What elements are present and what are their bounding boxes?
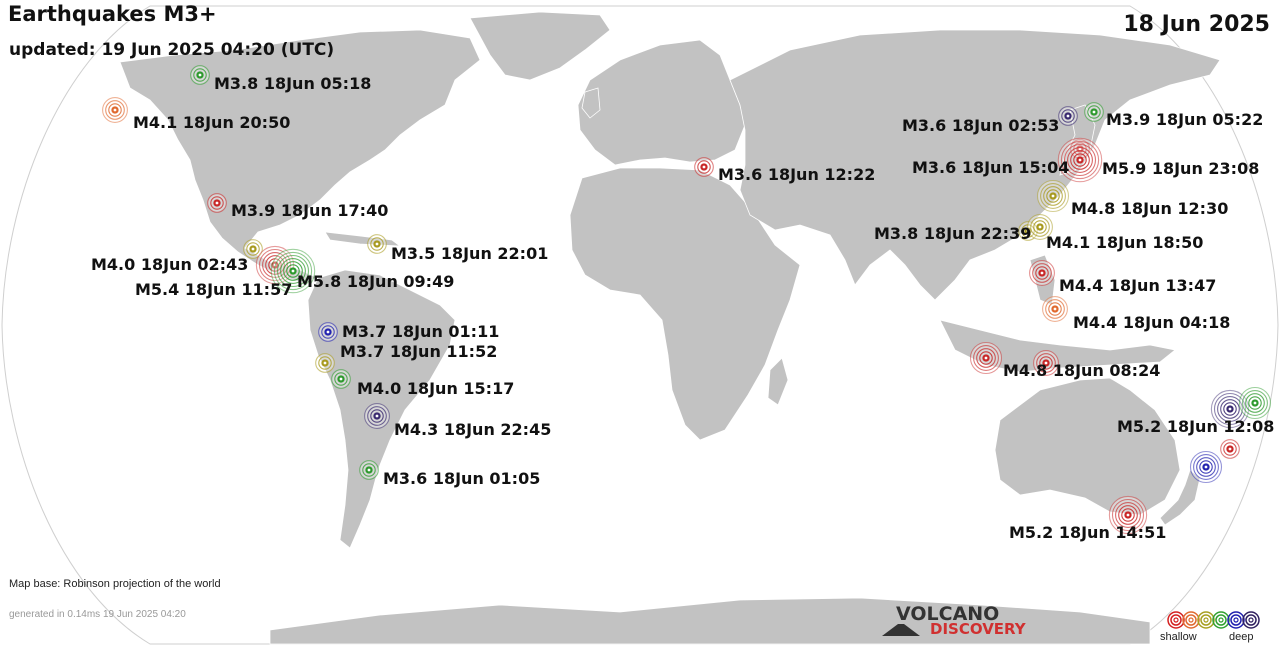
quake-marker[interactable] (243, 239, 263, 259)
land-greenland (469, 11, 611, 81)
quake-label[interactable]: M3.9 18Jun 05:22 (1106, 110, 1264, 129)
quake-label[interactable]: M4.4 18Jun 13:47 (1059, 276, 1217, 295)
depth-legend-markers (1167, 611, 1260, 629)
quake-label[interactable]: M3.6 18Jun 15:04 (912, 158, 1070, 177)
volcano-discovery-logo[interactable]: VOLCANO DISCOVERY (880, 603, 1040, 640)
quake-label[interactable]: M3.6 18Jun 02:53 (902, 116, 1060, 135)
updated-timestamp: updated: 19 Jun 2025 04:20 (UTC) (9, 40, 335, 60)
land-north-america (119, 29, 481, 283)
quake-marker[interactable] (1057, 137, 1103, 183)
map-base-note: Map base: Robinson projection of the wor… (9, 578, 221, 590)
quake-marker[interactable] (270, 248, 316, 294)
quake-marker[interactable] (1033, 350, 1059, 376)
quake-marker[interactable] (207, 193, 227, 213)
land-new-zealand (1159, 469, 1201, 526)
quake-label[interactable]: M5.4 18Jun 11:57 (135, 280, 293, 299)
quake-label[interactable]: M5.2 18Jun 12:08 (1117, 417, 1275, 436)
quake-label[interactable]: M4.0 18Jun 02:43 (91, 255, 249, 274)
land-caribbean (324, 231, 402, 247)
quake-label[interactable]: M3.8 18Jun 22:39 (874, 224, 1032, 243)
quake-marker[interactable] (364, 403, 390, 429)
quake-marker[interactable] (1058, 106, 1078, 126)
quake-marker[interactable] (694, 157, 714, 177)
legend-depth-swatch (1242, 611, 1260, 629)
land-uk (581, 87, 601, 119)
quake-marker[interactable] (102, 97, 128, 123)
land-philippines (1029, 254, 1056, 306)
volcano-icon (882, 624, 920, 636)
quake-label[interactable]: M4.1 18Jun 20:50 (133, 113, 291, 132)
logo-text-discovery: DISCOVERY (930, 620, 1026, 638)
legend-depth-swatch (1227, 611, 1245, 629)
earthquake-markers (102, 65, 1272, 535)
quake-marker[interactable] (318, 322, 338, 342)
quake-label[interactable]: M3.5 18Jun 22:01 (391, 244, 549, 263)
quake-marker[interactable] (1042, 296, 1068, 322)
quake-marker[interactable] (1036, 179, 1070, 213)
legend-depth-swatch (1182, 611, 1200, 629)
land-madagascar (767, 357, 789, 406)
quake-label[interactable]: M5.2 18Jun 14:51 (1009, 523, 1167, 542)
legend-deep-label: deep (1229, 631, 1254, 643)
continents (119, 11, 1221, 645)
quake-marker[interactable] (1210, 389, 1250, 429)
quake-marker[interactable] (1189, 450, 1223, 484)
generated-note: generated in 0.14ms 19 Jun 2025 04:20 (9, 609, 186, 620)
legend-depth-swatch (1197, 611, 1215, 629)
quake-label[interactable]: M3.6 18Jun 01:05 (383, 469, 541, 488)
quake-marker[interactable] (359, 460, 379, 480)
land-europe (577, 39, 746, 166)
land-asia (729, 29, 1221, 301)
quake-label[interactable]: M4.8 18Jun 08:24 (1003, 361, 1161, 380)
quake-label[interactable]: M5.8 18Jun 09:49 (297, 272, 455, 291)
quake-marker[interactable] (367, 234, 387, 254)
quake-marker[interactable] (1108, 495, 1148, 535)
map-date: 18 Jun 2025 (1123, 12, 1270, 37)
quake-label[interactable]: M4.1 18Jun 18:50 (1046, 233, 1204, 252)
legend-depth-swatch (1212, 611, 1230, 629)
quake-label[interactable]: M4.8 18Jun 12:30 (1071, 199, 1229, 218)
quake-marker[interactable] (1029, 260, 1055, 286)
legend-shallow-label: shallow (1160, 631, 1197, 643)
quake-label[interactable]: M3.7 18Jun 11:52 (340, 342, 498, 361)
land-south-america (307, 269, 456, 549)
quake-marker[interactable] (1084, 102, 1104, 122)
quake-label[interactable]: M4.4 18Jun 04:18 (1073, 313, 1231, 332)
quake-label[interactable]: M3.7 18Jun 01:11 (342, 322, 500, 341)
land-australia (994, 377, 1181, 516)
page-title: Earthquakes M3+ (8, 2, 217, 26)
quake-marker[interactable] (1238, 386, 1272, 420)
land-antarctica (269, 597, 1151, 645)
land-africa (569, 167, 801, 441)
quake-marker[interactable] (1027, 214, 1053, 240)
logo-text-volcano: VOLCANO (896, 603, 1000, 625)
quake-marker[interactable] (1220, 439, 1240, 459)
quake-marker[interactable] (331, 369, 351, 389)
quake-label[interactable]: M5.9 18Jun 23:08 (1102, 159, 1260, 178)
quake-marker[interactable] (190, 65, 210, 85)
quake-marker[interactable] (969, 341, 1003, 375)
quake-label[interactable]: M4.0 18Jun 15:17 (357, 379, 515, 398)
quake-label[interactable]: M3.8 18Jun 05:18 (214, 74, 372, 93)
legend-depth-swatch (1167, 611, 1185, 629)
quake-label[interactable]: M4.3 18Jun 22:45 (394, 420, 552, 439)
quake-label[interactable]: M3.6 18Jun 12:22 (718, 165, 876, 184)
quake-marker[interactable] (315, 353, 335, 373)
quake-label[interactable]: M3.9 18Jun 17:40 (231, 201, 389, 220)
